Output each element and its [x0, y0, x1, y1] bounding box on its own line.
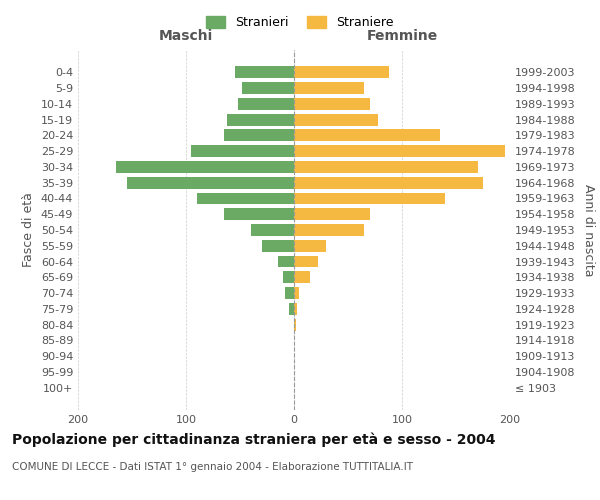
- Bar: [294, 177, 483, 188]
- Bar: [294, 98, 370, 110]
- Bar: [116, 161, 294, 173]
- Bar: [238, 98, 294, 110]
- Bar: [235, 66, 294, 78]
- Bar: [294, 224, 364, 236]
- Y-axis label: Anni di nascita: Anni di nascita: [582, 184, 595, 276]
- Bar: [294, 287, 299, 299]
- Bar: [294, 66, 389, 78]
- Bar: [294, 161, 478, 173]
- Bar: [294, 192, 445, 204]
- Bar: [289, 303, 294, 315]
- Text: Femmine: Femmine: [367, 29, 437, 43]
- Bar: [191, 145, 294, 157]
- Text: COMUNE DI LECCE - Dati ISTAT 1° gennaio 2004 - Elaborazione TUTTITALIA.IT: COMUNE DI LECCE - Dati ISTAT 1° gennaio …: [12, 462, 413, 472]
- Bar: [294, 145, 505, 157]
- Bar: [294, 240, 326, 252]
- Bar: [294, 272, 310, 283]
- Bar: [294, 82, 364, 94]
- Bar: [294, 208, 370, 220]
- Legend: Stranieri, Straniere: Stranieri, Straniere: [202, 11, 398, 34]
- Bar: [294, 130, 440, 141]
- Bar: [224, 130, 294, 141]
- Bar: [278, 256, 294, 268]
- Bar: [127, 177, 294, 188]
- Bar: [227, 114, 294, 126]
- Bar: [294, 303, 297, 315]
- Bar: [286, 287, 294, 299]
- Bar: [224, 208, 294, 220]
- Bar: [262, 240, 294, 252]
- Bar: [294, 318, 296, 330]
- Bar: [197, 192, 294, 204]
- Bar: [283, 272, 294, 283]
- Bar: [294, 256, 318, 268]
- Y-axis label: Fasce di età: Fasce di età: [22, 192, 35, 268]
- Bar: [242, 82, 294, 94]
- Text: Popolazione per cittadinanza straniera per età e sesso - 2004: Popolazione per cittadinanza straniera p…: [12, 432, 496, 447]
- Bar: [251, 224, 294, 236]
- Bar: [294, 114, 378, 126]
- Text: Maschi: Maschi: [159, 29, 213, 43]
